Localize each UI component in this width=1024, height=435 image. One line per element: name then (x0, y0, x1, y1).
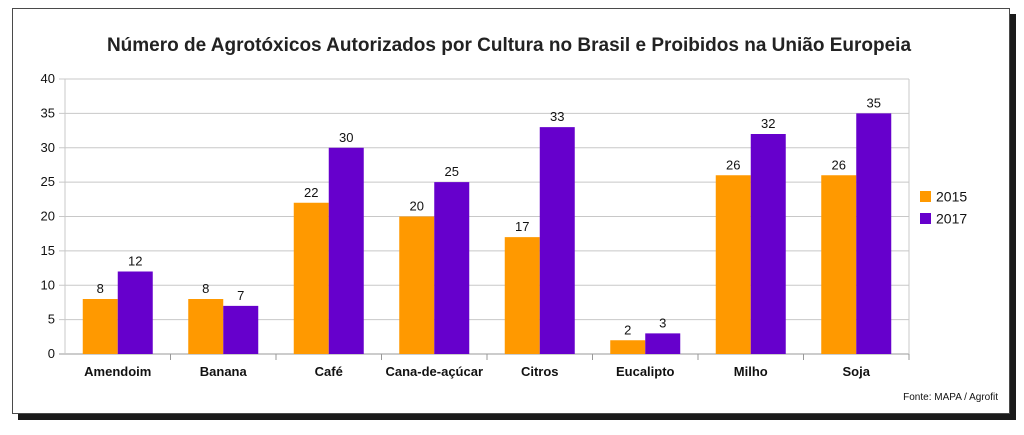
data-label: 2 (624, 322, 631, 337)
bar-2015-Milho (715, 175, 751, 354)
data-label: 25 (445, 164, 459, 179)
legend-label-2015: 2015 (936, 189, 967, 205)
y-tick-label: 20 (41, 209, 55, 224)
legend-swatch-2015 (920, 191, 931, 202)
legend-label-2017: 2017 (936, 211, 967, 227)
data-label: 7 (237, 288, 244, 303)
legend: 2015 2017 (920, 189, 967, 227)
bar-2015-Citros (504, 237, 540, 354)
data-label: 33 (550, 109, 564, 124)
source-note: Fonte: MAPA / Agrofit (903, 392, 998, 403)
data-label: 8 (202, 281, 209, 296)
data-labels: 8 12 8 7 22 30 20 25 17 33 2 3 26 32 26 35 (97, 95, 881, 337)
category-label: Amendoim (84, 364, 151, 379)
legend-swatch-2017 (920, 213, 931, 224)
y-tick-label: 5 (48, 312, 55, 327)
category-label: Soja (843, 364, 871, 379)
y-axis-ticks: 0 5 10 15 20 25 30 35 40 (41, 71, 55, 361)
bar-2015-Cana-de-açúcar (399, 216, 435, 354)
data-label: 26 (832, 157, 846, 172)
data-label: 20 (410, 199, 424, 214)
category-label: Eucalipto (616, 364, 675, 379)
category-label: Banana (200, 364, 248, 379)
data-label: 12 (128, 254, 142, 269)
bar-2017-Soja (856, 113, 892, 354)
bar-2017-Cana-de-açúcar (434, 182, 470, 354)
y-tick-label: 35 (41, 105, 55, 120)
y-tick-label: 0 (48, 346, 55, 361)
bars (82, 113, 892, 354)
data-label: 35 (867, 95, 881, 110)
data-label: 17 (515, 219, 529, 234)
data-label: 22 (304, 185, 318, 200)
y-tick-label: 10 (41, 277, 55, 292)
data-label: 3 (659, 315, 666, 330)
y-tick-label: 25 (41, 174, 55, 189)
y-tick-label: 40 (41, 71, 55, 86)
category-label: Café (315, 364, 343, 379)
chart-title: Número de Agrotóxicos Autorizados por Cu… (107, 35, 912, 56)
data-label: 8 (97, 281, 104, 296)
bar-2017-Banana (223, 305, 259, 354)
bar-2017-Café (328, 147, 364, 354)
data-label: 32 (761, 116, 775, 131)
bar-chart: Número de Agrotóxicos Autorizados por Cu… (41, 35, 999, 403)
category-label: Cana-de-açúcar (385, 364, 483, 379)
bar-2017-Citros (539, 127, 575, 354)
bar-2017-Amendoim (117, 271, 153, 354)
bar-2015-Soja (821, 175, 857, 354)
bar-2017-Eucalipto (645, 333, 681, 354)
chart-frame: Número de Agrotóxicos Autorizados por Cu… (12, 8, 1010, 414)
y-tick-label: 30 (41, 140, 55, 155)
bar-2015-Banana (188, 299, 224, 354)
data-label: 30 (339, 130, 353, 145)
y-tick-label: 15 (41, 243, 55, 258)
bar-2017-Milho (750, 134, 786, 354)
category-label: Milho (734, 364, 768, 379)
x-axis-categories: Amendoim Banana Café Cana-de-açúcar Citros Eu… (84, 364, 871, 379)
bar-2015-Eucalipto (610, 340, 646, 354)
bar-2015-Amendoim (82, 299, 118, 354)
category-label: Citros (521, 364, 559, 379)
bar-2015-Café (293, 202, 329, 354)
data-label: 26 (726, 157, 740, 172)
